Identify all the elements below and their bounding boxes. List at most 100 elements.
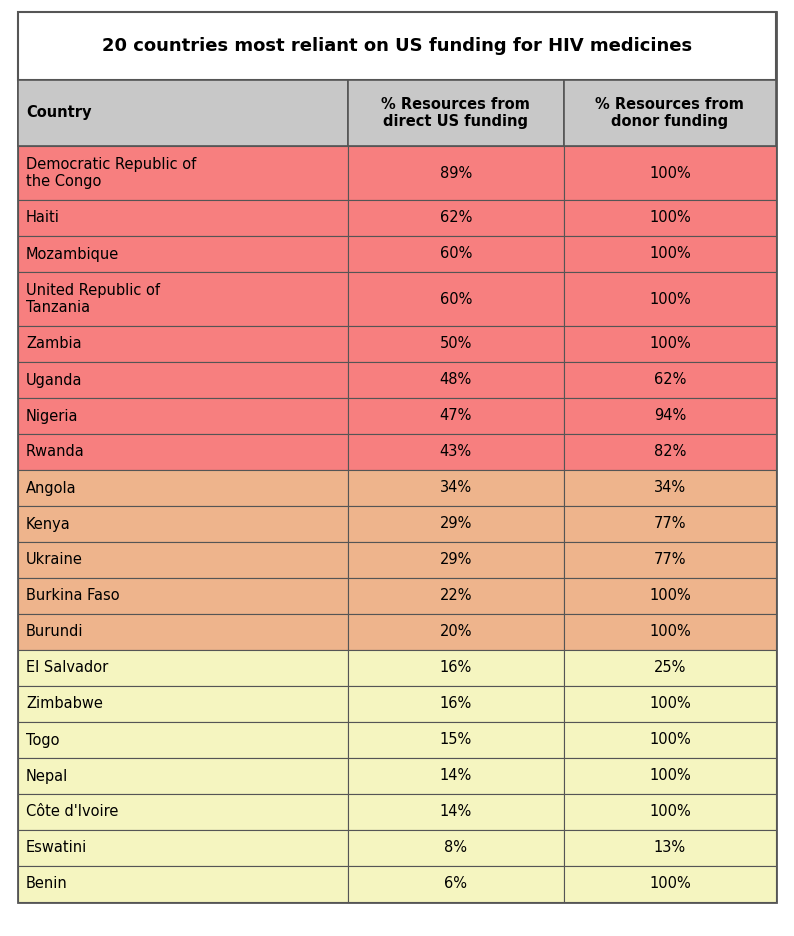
Bar [564,686,776,722]
Bar [564,614,776,650]
Bar [348,614,564,650]
Text: 94%: 94% [653,408,686,423]
Text: 29%: 29% [440,552,472,567]
Text: 100%: 100% [649,768,691,783]
Bar [348,758,564,794]
Text: 60%: 60% [440,246,472,261]
Text: 14%: 14% [440,768,472,783]
Bar [348,146,564,200]
Bar [348,326,564,362]
Bar [348,80,564,146]
Bar [18,506,348,542]
Bar [564,80,776,146]
Bar [564,722,776,758]
Bar [348,650,564,686]
Bar [348,866,564,902]
Text: 100%: 100% [649,624,691,639]
Bar [564,542,776,578]
Bar [564,506,776,542]
Bar [348,200,564,236]
Text: Rwanda: Rwanda [26,445,85,460]
Text: Haiti: Haiti [26,211,60,226]
Bar [18,758,348,794]
Text: 29%: 29% [440,517,472,532]
Bar [564,758,776,794]
Text: Democratic Republic of
the Congo: Democratic Republic of the Congo [26,157,196,189]
Bar [18,686,348,722]
Bar [564,362,776,398]
Text: 100%: 100% [649,876,691,891]
Bar [348,830,564,866]
Bar [564,398,776,434]
Text: Kenya: Kenya [26,517,71,532]
Bar [18,80,348,146]
Bar [18,650,348,686]
Text: 100%: 100% [649,166,691,181]
Text: Ukraine: Ukraine [26,552,83,567]
Text: % Resources from
donor funding: % Resources from donor funding [596,96,744,129]
Text: El Salvador: El Salvador [26,661,108,676]
Text: Zambia: Zambia [26,337,82,352]
Text: Burkina Faso: Burkina Faso [26,589,120,604]
Text: Mozambique: Mozambique [26,246,119,261]
Bar [18,722,348,758]
Text: 100%: 100% [649,246,691,261]
Text: 100%: 100% [649,337,691,352]
Text: 16%: 16% [440,661,472,676]
Bar [564,434,776,470]
Text: 13%: 13% [653,841,686,856]
Bar [564,326,776,362]
Text: 16%: 16% [440,696,472,711]
Text: 14%: 14% [440,805,472,820]
Text: Burundi: Burundi [26,624,83,639]
Text: 20%: 20% [440,624,472,639]
Text: 22%: 22% [440,589,472,604]
Bar [348,686,564,722]
Text: 60%: 60% [440,291,472,306]
Bar [564,830,776,866]
Text: 82%: 82% [653,445,686,460]
Text: % Resources from
direct US funding: % Resources from direct US funding [381,96,530,129]
Bar [18,200,348,236]
Text: 20 countries most reliant on US funding for HIV medicines: 20 countries most reliant on US funding … [102,37,692,55]
Bar [348,794,564,830]
Bar [18,470,348,506]
Text: Angola: Angola [26,480,77,495]
Bar [18,794,348,830]
Text: 100%: 100% [649,589,691,604]
Bar [18,830,348,866]
Text: 100%: 100% [649,733,691,748]
Text: United Republic of
Tanzania: United Republic of Tanzania [26,283,160,315]
Text: 100%: 100% [649,211,691,226]
Bar [18,362,348,398]
Bar [18,578,348,614]
Text: 6%: 6% [445,876,467,891]
Bar [348,434,564,470]
Bar [564,578,776,614]
Text: 77%: 77% [653,552,686,567]
Text: 47%: 47% [440,408,472,423]
Text: Country: Country [26,106,91,121]
Bar [564,146,776,200]
Bar [348,722,564,758]
Bar [18,272,348,326]
Text: 34%: 34% [653,480,686,495]
Bar [564,650,776,686]
Text: Eswatini: Eswatini [26,841,87,856]
Bar [18,12,776,80]
Bar [564,794,776,830]
Text: 100%: 100% [649,805,691,820]
Bar [18,434,348,470]
Text: 25%: 25% [653,661,686,676]
Text: 62%: 62% [653,373,686,388]
Bar [18,542,348,578]
Text: Nigeria: Nigeria [26,408,79,423]
Text: 34%: 34% [440,480,472,495]
Text: 8%: 8% [445,841,467,856]
Bar [348,578,564,614]
Bar [348,236,564,272]
Bar [564,200,776,236]
Text: 89%: 89% [440,166,472,181]
Text: 62%: 62% [440,211,472,226]
Text: Nepal: Nepal [26,768,68,783]
